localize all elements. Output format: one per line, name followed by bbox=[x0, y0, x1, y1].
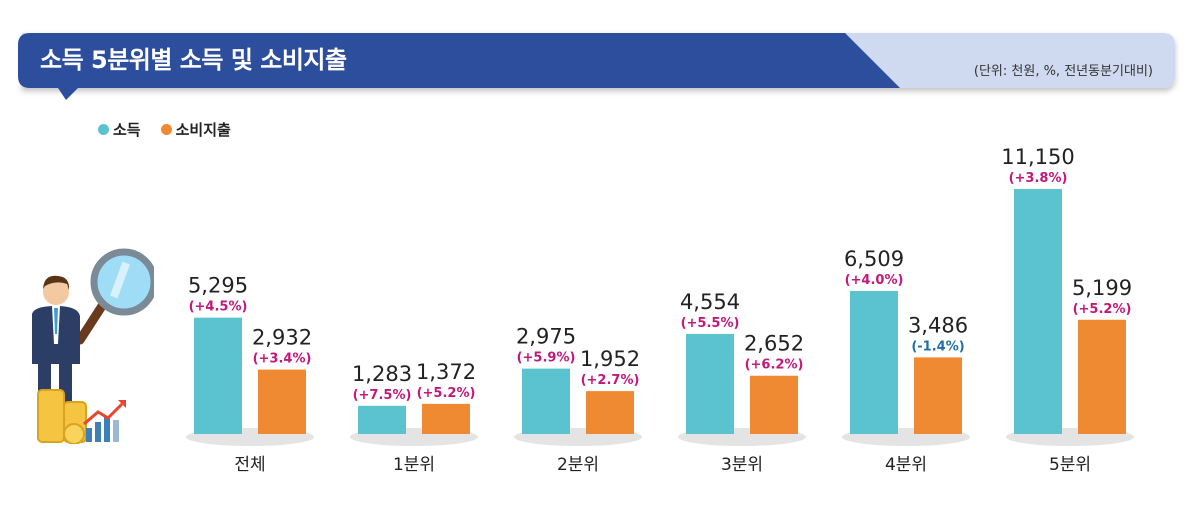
value-label: 2,932 bbox=[252, 326, 312, 350]
header-banner bbox=[18, 33, 1175, 100]
value-label: 4,554 bbox=[680, 290, 740, 314]
bar bbox=[1014, 189, 1062, 434]
bar bbox=[422, 403, 470, 434]
value-label: 2,652 bbox=[744, 332, 804, 356]
bar bbox=[850, 290, 898, 434]
legend-label-income: 소득 bbox=[113, 121, 141, 139]
bar bbox=[586, 391, 634, 434]
change-label: (+3.8%) bbox=[1009, 171, 1068, 186]
category-label: 전체 bbox=[234, 455, 265, 475]
change-label: (+5.2%) bbox=[1073, 302, 1132, 317]
change-label: (+7.5%) bbox=[353, 388, 412, 403]
category-label: 2분위 bbox=[557, 455, 599, 475]
legend-swatch-expense bbox=[160, 124, 172, 135]
value-label: 1,372 bbox=[416, 360, 476, 384]
bar bbox=[358, 405, 406, 434]
change-label: (+5.2%) bbox=[417, 386, 476, 401]
bar bbox=[686, 333, 734, 434]
value-label: 1,952 bbox=[580, 347, 640, 371]
legend-swatch-income bbox=[98, 124, 109, 135]
bar bbox=[750, 375, 798, 434]
category-label: 4분위 bbox=[885, 455, 927, 475]
bar bbox=[522, 368, 570, 434]
value-label: 6,509 bbox=[844, 247, 904, 271]
change-label: (+4.5%) bbox=[189, 300, 248, 315]
legend: 소득 소비지출 bbox=[98, 119, 251, 140]
category-label: 5분위 bbox=[1049, 455, 1091, 475]
legend-label-expense: 소비지출 bbox=[175, 121, 231, 139]
page-title: 소득 5분위별 소득 및 소비지출 bbox=[40, 46, 347, 74]
bar bbox=[914, 357, 962, 434]
value-label: 2,975 bbox=[516, 325, 576, 349]
value-label: 3,486 bbox=[908, 313, 968, 337]
businessman-illustration bbox=[32, 248, 154, 444]
value-label: 5,199 bbox=[1072, 276, 1132, 300]
change-label: (+5.9%) bbox=[517, 351, 576, 366]
bar bbox=[1078, 319, 1126, 434]
value-label: 5,295 bbox=[188, 274, 248, 298]
change-label: (+6.2%) bbox=[745, 358, 804, 373]
change-label: (+5.5%) bbox=[681, 316, 740, 331]
category-label: 3분위 bbox=[721, 455, 763, 475]
legend-item-expense: 소비지출 bbox=[160, 119, 231, 140]
banner-dark-shape bbox=[18, 33, 900, 100]
change-label: (-1.4%) bbox=[911, 339, 964, 354]
change-label: (+4.0%) bbox=[845, 273, 904, 288]
unit-note: (단위: 천원, %, 전년동분기대비) bbox=[973, 64, 1153, 79]
value-label: 11,150 bbox=[1001, 145, 1074, 169]
bar bbox=[258, 369, 306, 434]
value-label: 1,283 bbox=[352, 362, 412, 386]
bar bbox=[194, 317, 242, 434]
category-label: 1분위 bbox=[393, 455, 435, 475]
legend-item-income: 소득 bbox=[98, 119, 141, 140]
change-label: (+3.4%) bbox=[253, 352, 312, 367]
change-label: (+2.7%) bbox=[581, 373, 640, 388]
